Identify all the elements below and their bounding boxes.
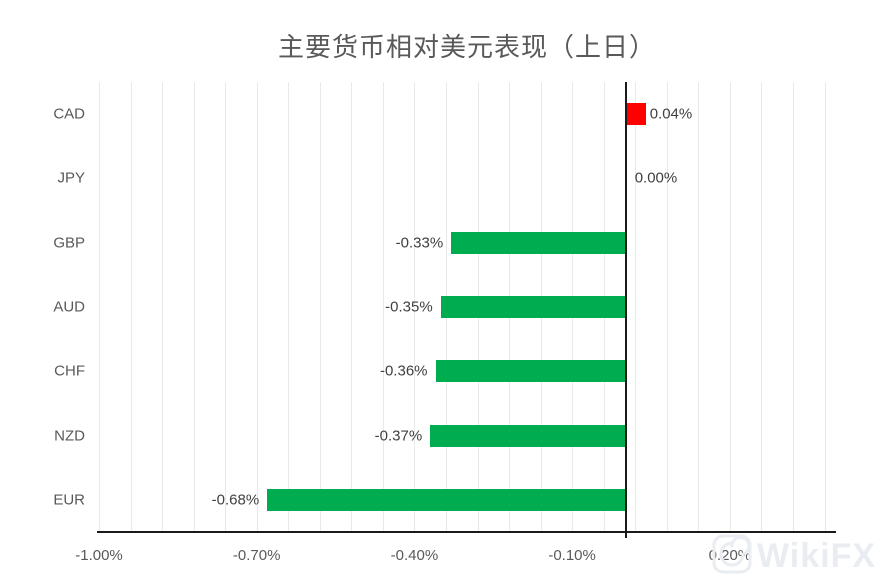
minor-gridline bbox=[288, 82, 290, 532]
data-label-AUD: -0.35% bbox=[385, 298, 433, 316]
minor-gridline bbox=[319, 82, 321, 532]
minor-gridline bbox=[792, 82, 794, 532]
category-label-JPY: JPY bbox=[57, 169, 85, 187]
category-label-AUD: AUD bbox=[53, 298, 85, 316]
zero-baseline bbox=[624, 82, 627, 538]
minor-gridline bbox=[99, 82, 100, 532]
minor-gridline bbox=[635, 82, 637, 532]
bar-AUD bbox=[440, 296, 625, 318]
data-label-NZD: -0.37% bbox=[374, 427, 423, 445]
minor-gridline bbox=[256, 82, 258, 532]
minor-gridline bbox=[382, 82, 384, 532]
x-tick-label--0.40%: -0.40% bbox=[390, 547, 439, 564]
minor-gridline bbox=[351, 82, 353, 532]
minor-gridline bbox=[130, 82, 132, 532]
bar-CHF bbox=[435, 360, 625, 383]
bar-CAD bbox=[624, 103, 646, 126]
minor-gridline bbox=[824, 82, 826, 532]
data-label-JPY: 0.00% bbox=[634, 169, 678, 187]
category-label-GBP: GBP bbox=[53, 234, 85, 252]
x-tick-label--1.00%: -1.00% bbox=[75, 547, 123, 564]
data-label-EUR: -0.68% bbox=[211, 491, 260, 509]
bar-GBP bbox=[451, 231, 625, 254]
minor-gridline bbox=[666, 82, 668, 532]
data-label-CAD: 0.04% bbox=[649, 105, 693, 123]
bar-EUR bbox=[267, 488, 625, 511]
x-axis-line bbox=[97, 531, 836, 533]
category-label-EUR: EUR bbox=[53, 491, 85, 509]
minor-gridline bbox=[193, 82, 195, 532]
minor-gridline bbox=[225, 82, 227, 532]
category-label-CAD: CAD bbox=[53, 105, 85, 123]
minor-gridline bbox=[414, 82, 416, 532]
minor-gridline bbox=[162, 82, 164, 532]
chart-title: 主要货币相对美元表现（上日） bbox=[277, 32, 656, 62]
x-tick-label-0.20%: 0.20% bbox=[708, 547, 752, 564]
watermark-text: WikiFX bbox=[757, 537, 876, 575]
minor-gridline bbox=[761, 82, 763, 532]
bar-NZD bbox=[430, 424, 625, 447]
minor-gridline bbox=[729, 82, 731, 532]
x-tick-label--0.10%: -0.10% bbox=[548, 547, 596, 564]
x-tick-label--0.70%: -0.70% bbox=[232, 547, 281, 564]
data-label-CHF: -0.36% bbox=[379, 362, 428, 380]
data-label-GBP: -0.33% bbox=[395, 234, 444, 252]
minor-gridline bbox=[698, 82, 700, 532]
category-label-CHF: CHF bbox=[54, 362, 85, 380]
plot-area bbox=[99, 82, 835, 532]
category-label-NZD: NZD bbox=[54, 427, 85, 445]
